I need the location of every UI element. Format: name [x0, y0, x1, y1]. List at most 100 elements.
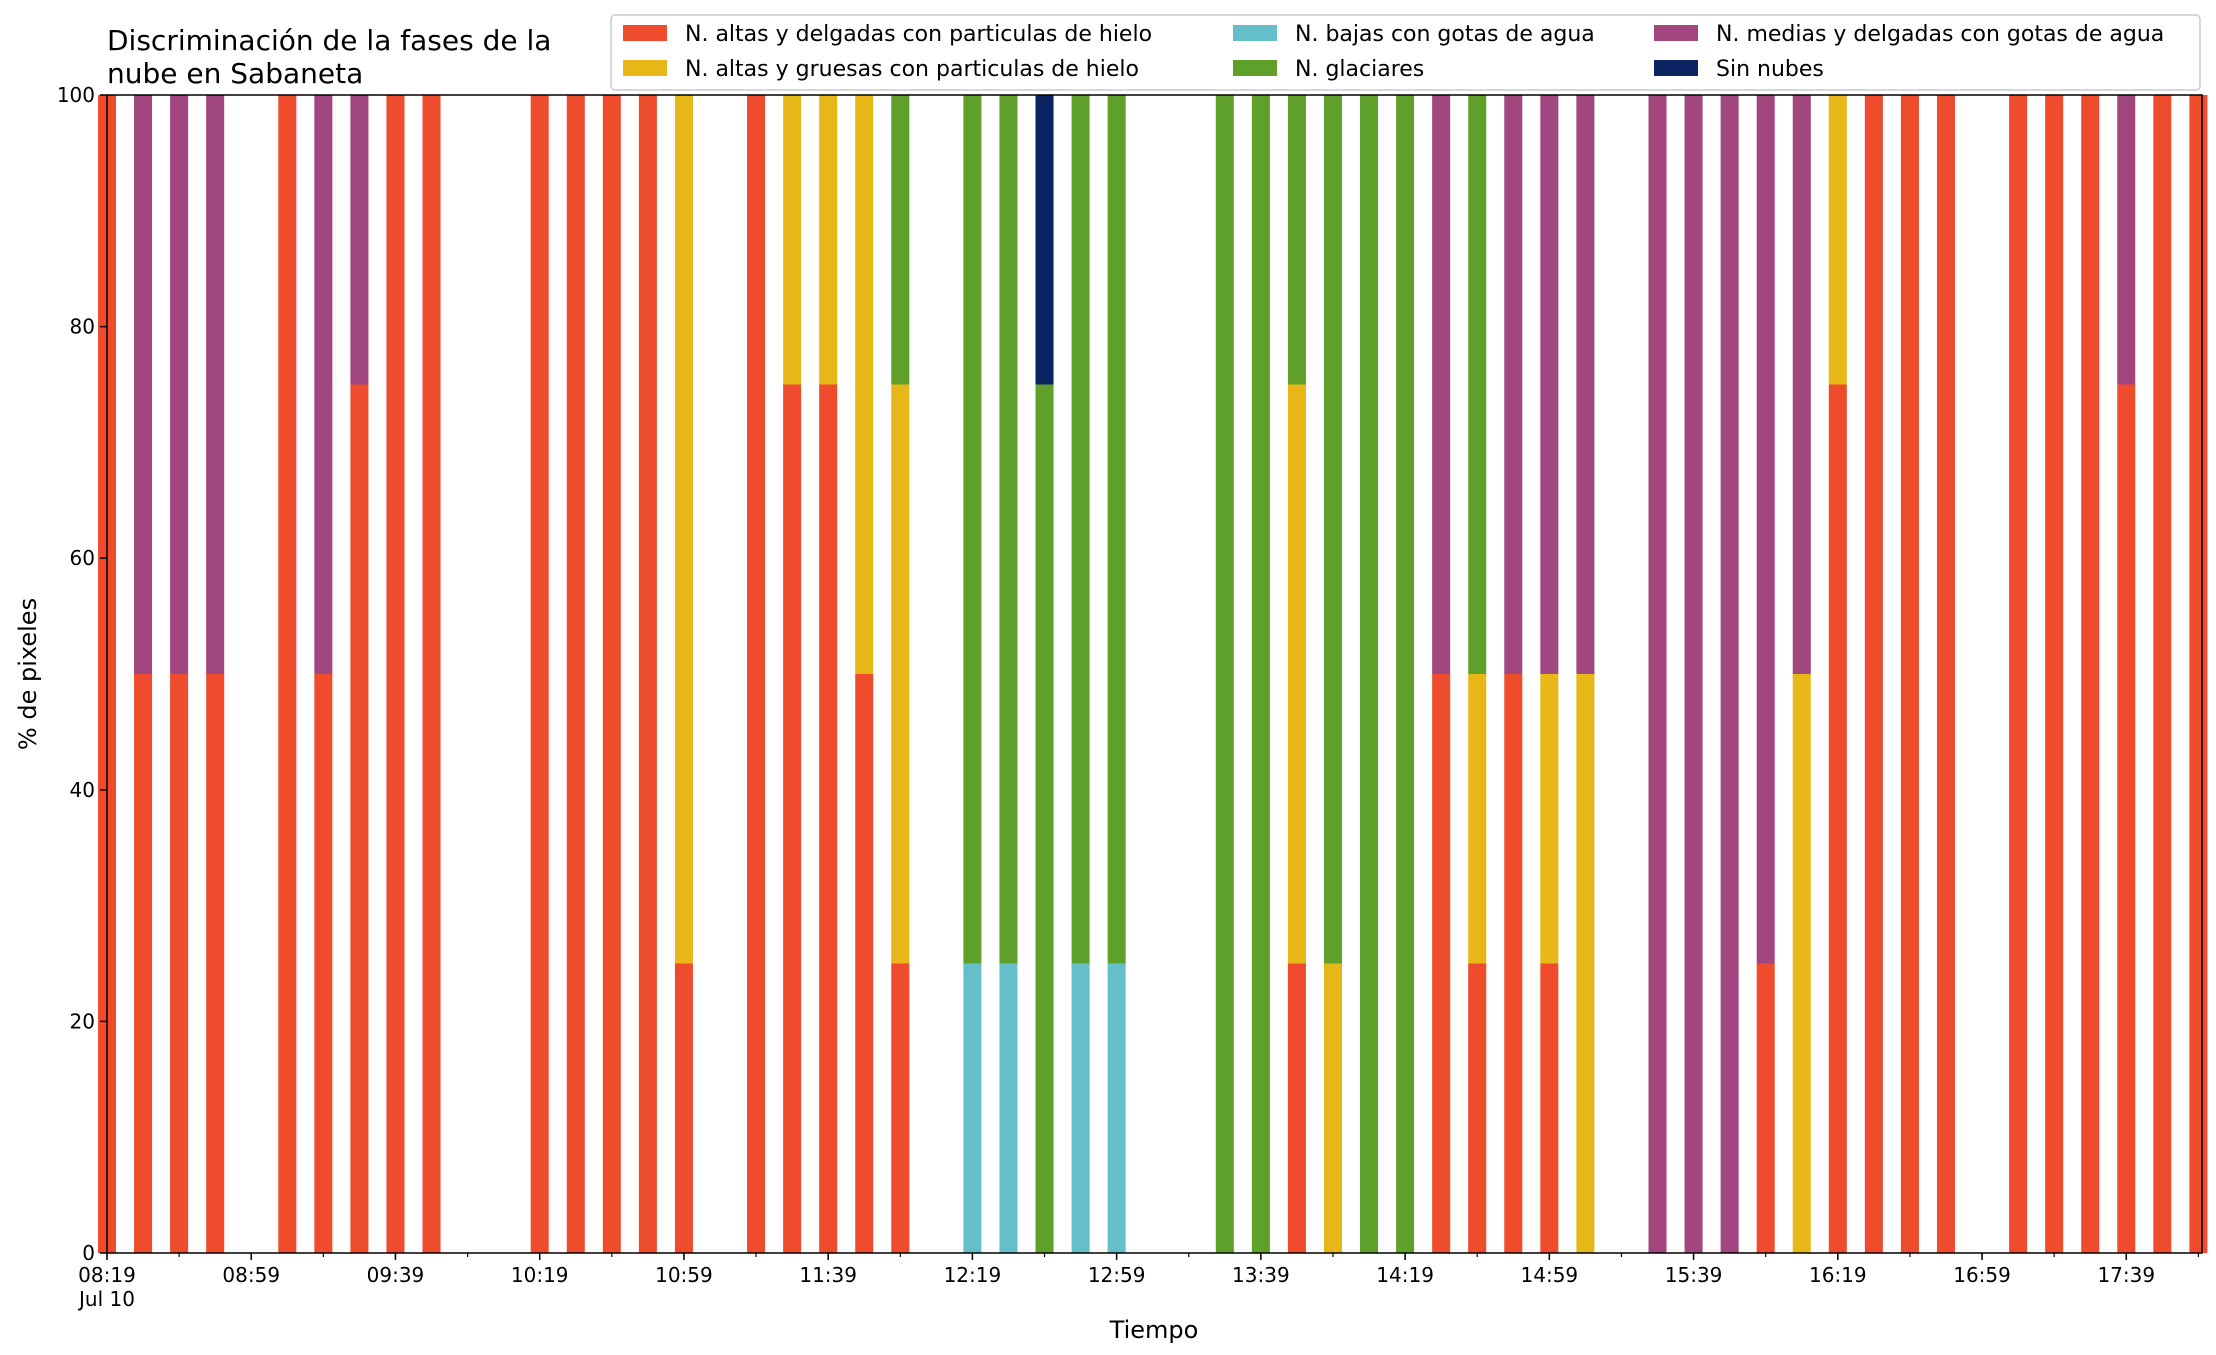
bar-segment [819, 95, 838, 385]
bar-segment [1468, 674, 1487, 964]
x-tick-label: 08:59 [222, 1263, 280, 1287]
legend-label: N. medias y delgadas con gotas de agua [1716, 22, 2164, 47]
bar-segment [2045, 95, 2064, 1253]
bar-segment [1360, 95, 1379, 1253]
legend: N. altas y delgadas con particulas de hi… [610, 14, 2201, 91]
bar-segment [747, 95, 766, 1253]
y-tick-label: 40 [70, 778, 95, 802]
bar-segment [1540, 963, 1559, 1253]
bar-segment [1287, 963, 1306, 1253]
bar-segment [963, 95, 982, 964]
x-axis-label: Tiempo [1109, 1316, 1199, 1344]
y-tick-label: 0 [82, 1241, 95, 1265]
bar-segment [674, 95, 693, 964]
bar-segment [314, 674, 333, 1253]
bar-segment [134, 674, 153, 1253]
bar-segment [1720, 95, 1739, 1253]
plot-frame [106, 94, 2203, 1254]
x-tick-label: 14:19 [1376, 1263, 1434, 1287]
bar-segment [1287, 95, 1306, 385]
x-tick-label: 16:59 [1953, 1263, 2011, 1287]
bar-segment [1071, 963, 1090, 1253]
bar-segment [2117, 384, 2136, 1253]
bar-segment [1323, 95, 1343, 964]
legend-swatch [1654, 25, 1698, 41]
bar-segment [1756, 963, 1775, 1253]
legend-swatch [1654, 60, 1698, 76]
bar-segment [278, 95, 297, 1253]
bar-segment [350, 95, 369, 385]
x-tick-label: 14:59 [1521, 1263, 1579, 1287]
y-axis-label: % de pixeles [14, 598, 42, 750]
bar-segment [1756, 95, 1775, 964]
y-tick-label: 80 [70, 315, 95, 339]
bar-segment [1035, 384, 1054, 1253]
bar-segment [891, 384, 910, 964]
bars-layer [97, 95, 2208, 1253]
x-tick-label: 12:59 [1088, 1263, 1146, 1287]
bar-segment [783, 95, 802, 385]
bar-segment [206, 95, 225, 674]
bar-segment [999, 963, 1018, 1253]
bar-segment [1504, 95, 1523, 674]
bar-segment [1107, 963, 1126, 1253]
bar-segment [206, 674, 225, 1253]
bar-segment [170, 674, 189, 1253]
x-tick-label: 10:19 [511, 1263, 569, 1287]
bar-segment [530, 95, 549, 1253]
legend-label: Sin nubes [1716, 57, 1824, 82]
bar-segment [314, 95, 333, 674]
y-tick-label: 100 [57, 83, 95, 107]
legend-swatch [623, 25, 667, 41]
bar-segment [1900, 95, 1919, 1253]
bar-segment [1323, 963, 1343, 1253]
x-tick-label: 15:39 [1665, 1263, 1723, 1287]
legend-swatch [623, 60, 667, 76]
bar-segment [1576, 674, 1595, 1253]
legend-label: N. altas y gruesas con particulas de hie… [685, 57, 1139, 82]
y-axis: 0 20 40 60 80 100 [57, 83, 107, 1265]
bar-segment [2117, 95, 2136, 385]
bar-segment [638, 95, 657, 1253]
bar-segment [1287, 384, 1306, 964]
bar-segment [1648, 95, 1667, 1253]
legend-label: N. bajas con gotas de agua [1295, 22, 1595, 47]
legend-swatch [1233, 25, 1277, 41]
bar-segment [1828, 384, 1847, 1253]
bar-segment [422, 95, 441, 1253]
x-tick-label: 16:19 [1809, 1263, 1867, 1287]
x-tick-label: 09:39 [367, 1263, 425, 1287]
bar-segment [1468, 95, 1487, 674]
bar-segment [1504, 674, 1523, 1253]
bar-segment [1071, 95, 1090, 964]
bar-segment [2153, 95, 2172, 1253]
bar-segment [1432, 674, 1451, 1253]
bar-segment [674, 963, 693, 1253]
x-tick-label: 10:59 [655, 1263, 713, 1287]
bar-segment [1936, 95, 1955, 1253]
bar-segment [2009, 95, 2028, 1253]
bar-segment [1396, 95, 1415, 1253]
bar-segment [386, 95, 405, 1253]
bar-segment [2081, 95, 2100, 1253]
x-tick-label: 17:39 [2097, 1263, 2155, 1287]
bar-segment [891, 95, 910, 385]
bar-segment [1432, 95, 1451, 674]
legend-label: N. altas y delgadas con particulas de hi… [685, 22, 1152, 47]
bar-segment [170, 95, 189, 674]
x-tick-label: 11:39 [799, 1263, 857, 1287]
legend-box [610, 14, 2201, 91]
legend-swatch [1233, 60, 1277, 76]
x-tick-date: Jul 10 [77, 1287, 135, 1311]
bar-segment [566, 95, 585, 1253]
bar-segment [602, 95, 621, 1253]
bar-segment [1468, 963, 1487, 1253]
bar-segment [134, 95, 153, 674]
bar-segment [1035, 95, 1054, 385]
y-tick-label: 20 [70, 1009, 95, 1033]
x-tick-label: 12:19 [944, 1263, 1002, 1287]
bar-segment [1215, 95, 1234, 1253]
bar-segment [819, 384, 838, 1253]
